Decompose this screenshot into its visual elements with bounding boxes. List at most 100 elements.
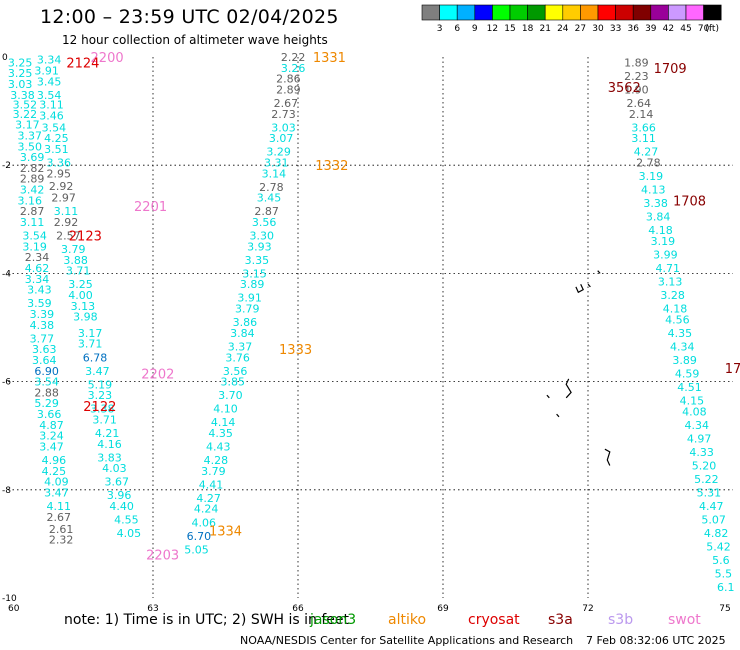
wave-height-value: 6.78 (83, 351, 108, 364)
lon-tick-label: 66 (292, 604, 304, 612)
pass-time-label: 1332 (315, 159, 348, 174)
wave-height-value: 3.34 (37, 54, 62, 67)
wave-height-colorbar: 3 6 9 12 15 18 21 24 27 30 33 36 39 42 45 70(ft) (421, 4, 722, 34)
wave-height-value: 3.34 (25, 273, 50, 286)
colorbar-tick-label: 45 (680, 24, 691, 34)
wave-height-value: 4.05 (117, 527, 142, 540)
wave-height-value: 4.35 (668, 327, 693, 340)
wave-height-value: 2.92 (49, 180, 74, 193)
wave-height-value: 3.45 (37, 75, 62, 88)
colorbar-tick-label: 15 (504, 24, 515, 34)
wave-height-value: 4.21 (95, 427, 120, 440)
wave-height-value: 5.22 (694, 473, 719, 486)
wave-height-value: 3.28 (660, 289, 685, 302)
wave-height-value: 3.79 (201, 465, 226, 478)
wave-height-value: 4.25 (42, 465, 67, 478)
coastline-island (556, 413, 560, 418)
wave-height-value: 3.11 (20, 216, 45, 229)
wave-height-value: 3.89 (240, 278, 265, 291)
wave-height-value: 3.59 (27, 297, 52, 310)
coastline-island (587, 283, 591, 288)
wave-height-value: 4.96 (42, 454, 67, 467)
wave-height-value: 3.11 (54, 205, 79, 218)
colorbar-swatch (703, 4, 722, 21)
lat-tick-label: 0 (2, 53, 8, 63)
wave-height-value: 5.42 (706, 541, 731, 554)
coastline-island (546, 394, 550, 399)
map-title: 12:00 – 23:59 UTC 02/04/2025 (40, 6, 339, 28)
wave-height-value: 4.18 (648, 224, 673, 237)
credit-line: NOAA/NESDIS Center for Satellite Applica… (240, 634, 574, 647)
wave-height-value: 4.10 (213, 403, 238, 416)
wave-height-value: 4.28 (204, 454, 229, 467)
wave-height-value: 3.38 (90, 403, 115, 416)
wave-height-value: 3.24 (39, 430, 64, 443)
wave-height-value: 3.03 (271, 121, 296, 134)
wave-height-value: 3.56 (252, 216, 277, 229)
pass-time-label: 1331 (313, 51, 346, 66)
wave-height-value: 4.18 (663, 303, 688, 316)
wave-height-value: 3.25 (8, 67, 33, 80)
wave-height-value: 3.35 (245, 254, 270, 267)
pass-time-label: 2201 (134, 200, 167, 215)
pass-time-label: 2123 (69, 230, 102, 245)
wave-height-value: 3.38 (643, 197, 668, 210)
colorbar-tick-label: 27 (575, 24, 586, 34)
coastline-island (597, 270, 601, 274)
footer-note: note: 1) Time is in UTC; 2) SWH is in fe… (64, 612, 350, 628)
wave-height-value: 3.22 (13, 108, 38, 121)
wave-height-value: 3.66 (631, 121, 656, 134)
pass-time-label: 1334 (209, 524, 242, 539)
wave-height-value: 4.34 (685, 419, 710, 432)
wave-height-value: 3.91 (34, 65, 59, 78)
wave-height-value: 3.89 (672, 354, 697, 367)
wave-height-value: 4.03 (102, 462, 127, 475)
pass-time-label: 3562 (608, 81, 641, 96)
wave-height-value: 1.89 (624, 56, 649, 69)
wave-height-value: 3.66 (37, 408, 62, 421)
wave-height-value: 5.07 (701, 514, 726, 527)
colorbar-tick-label: 3 (437, 24, 443, 34)
wave-height-value: 3.19 (651, 235, 676, 248)
colorbar-tick-label: 18 (522, 24, 534, 34)
wave-height-value: 3.13 (658, 276, 683, 289)
wave-height-value: 3.85 (221, 376, 246, 389)
wave-height-value: 3.45 (257, 192, 282, 205)
wave-height-value: 3.56 (223, 365, 248, 378)
wave-height-value: 2.57 (56, 230, 81, 243)
wave-height-value: 2.87 (20, 205, 45, 218)
wave-height-value: 4.24 (194, 503, 219, 516)
generation-timestamp: 7 Feb 08:32:06 UTC 2025 (586, 634, 726, 647)
legend-item-altiko: altiko (388, 612, 427, 628)
wave-height-value: 3.17 (78, 327, 103, 340)
pass-time-label: 2202 (141, 367, 174, 382)
wave-height-value: 3.25 (8, 56, 33, 69)
wave-height-value: 3.54 (22, 230, 47, 243)
colorbar-tick-label: 33 (610, 24, 621, 34)
wave-height-value: 3.86 (233, 316, 258, 329)
wave-height-value: 4.25 (44, 132, 69, 145)
wave-height-value: 3.79 (235, 303, 260, 316)
wave-height-value: 4.15 (680, 395, 705, 408)
wave-height-value: 5.5 (715, 568, 733, 581)
wave-height-value: 2.78 (259, 181, 284, 194)
legend-item-s3b: s3b (608, 612, 634, 628)
wave-height-value: 4.40 (109, 500, 134, 513)
wave-height-value: 3.54 (42, 121, 67, 134)
wave-height-value: 3.84 (230, 327, 255, 340)
wave-height-value: 4.47 (699, 500, 724, 513)
map-subtitle: 12 hour collection of altimeter wave hei… (62, 33, 328, 47)
pass-time-label: 1333 (279, 343, 312, 358)
colorbar-tick-label: 42 (663, 24, 674, 34)
wave-height-value: 5.05 (184, 543, 209, 556)
wave-height-value: 3.71 (92, 413, 117, 426)
wave-height-value: 3.67 (105, 476, 130, 489)
wave-height-value: 3.79 (61, 243, 86, 256)
legend-item-s3a: s3a (548, 612, 573, 628)
wave-height-value: 3.38 (10, 89, 35, 102)
wave-height-value: 4.35 (208, 427, 233, 440)
wave-height-value: 4.41 (199, 478, 224, 491)
coastline-island (575, 283, 584, 294)
wave-height-value: 2.23 (624, 70, 649, 83)
wave-height-value: 2.88 (34, 386, 59, 399)
